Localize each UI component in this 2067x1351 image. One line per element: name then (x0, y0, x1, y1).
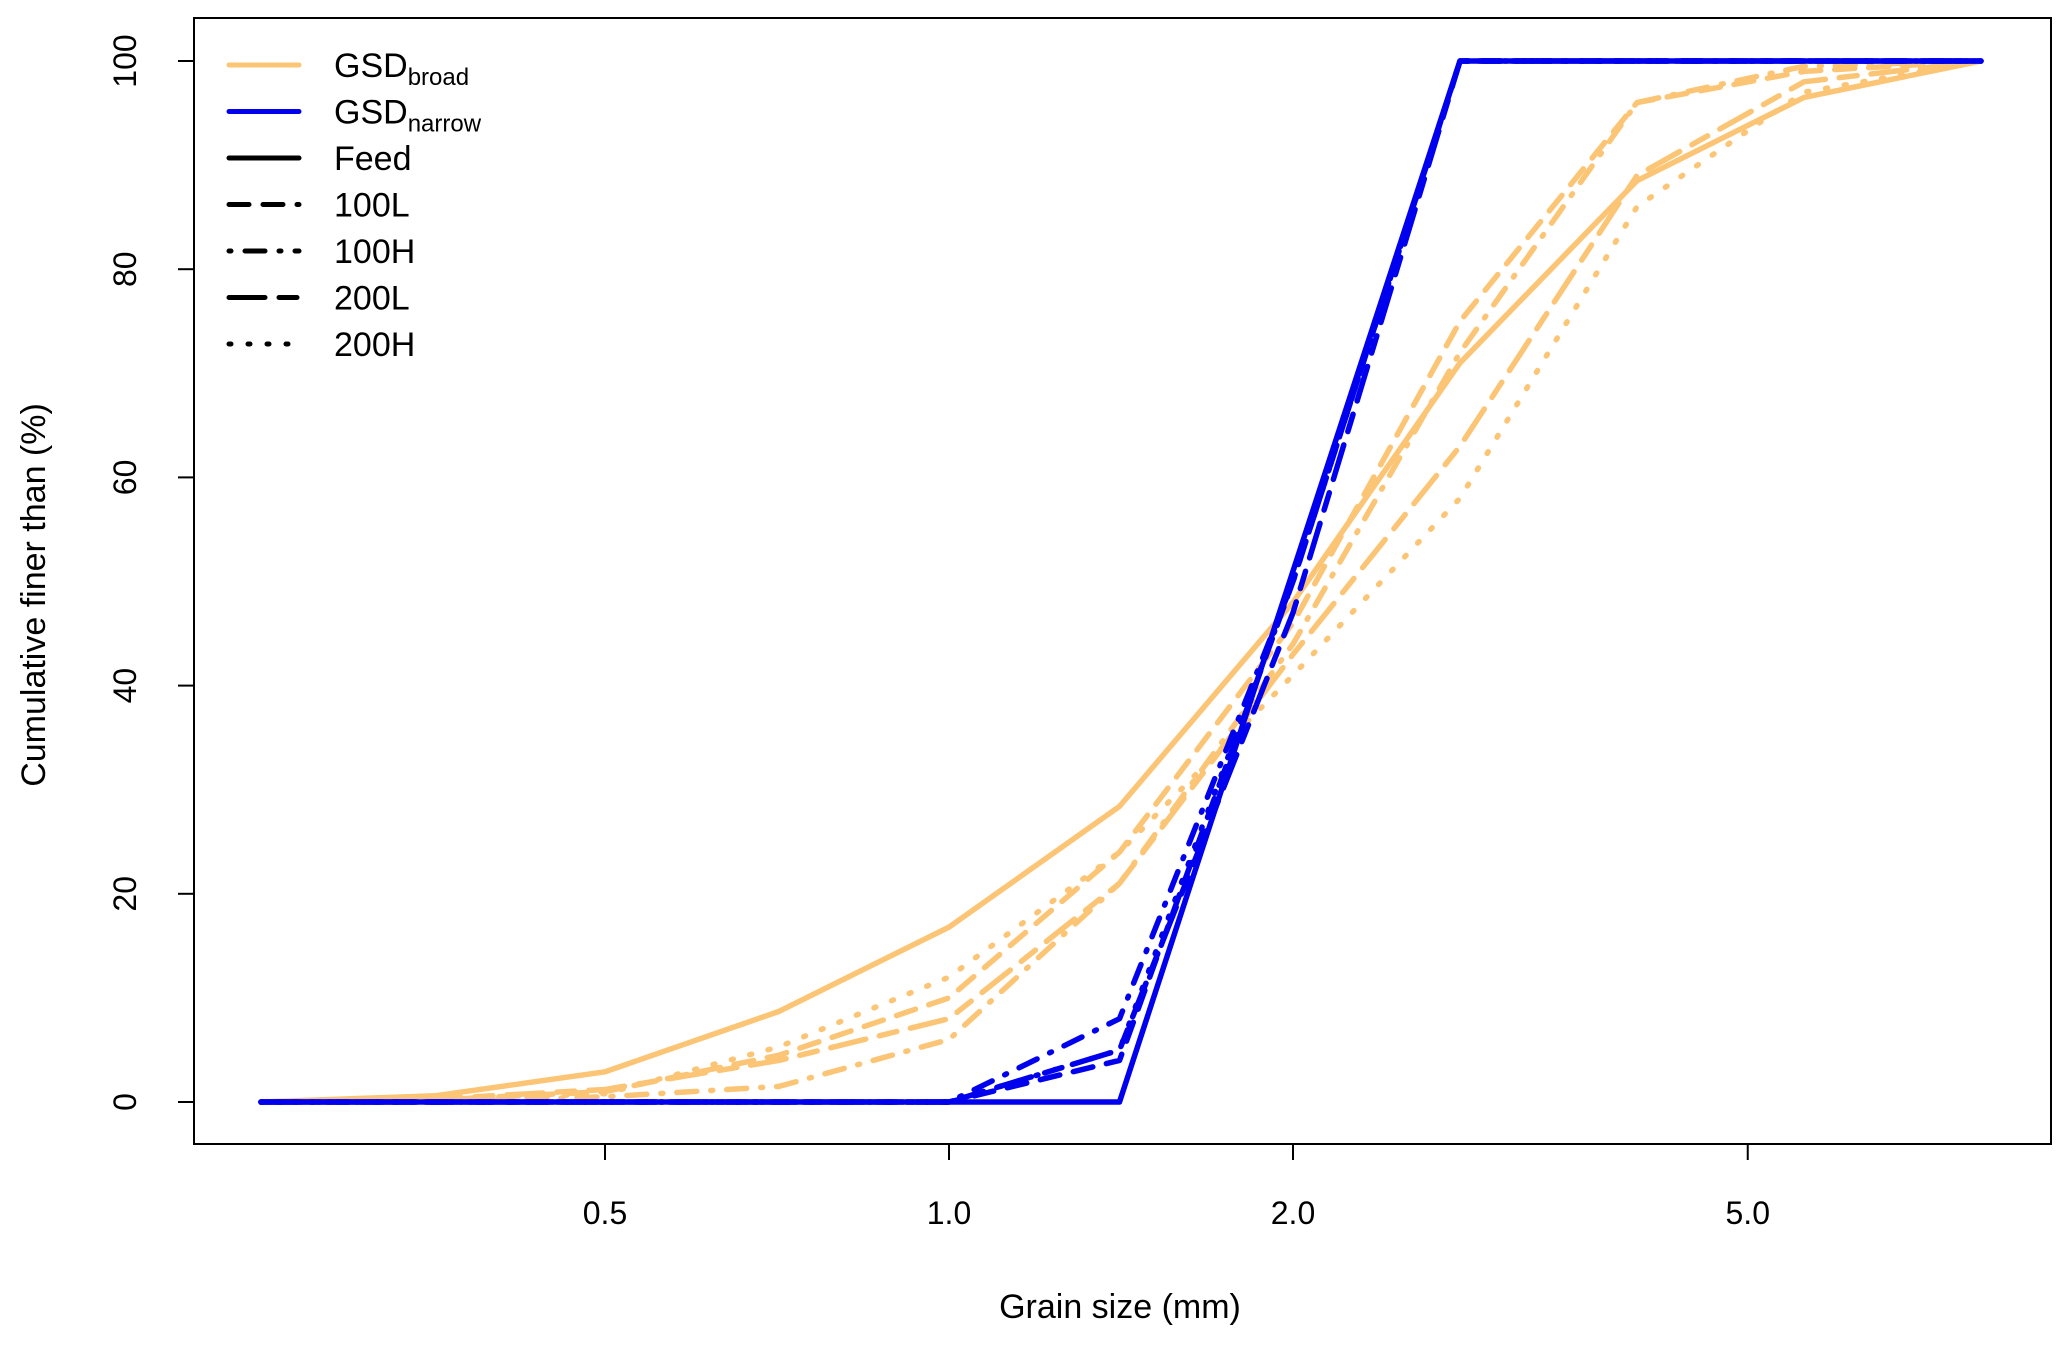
series-line-broad-longdash (258, 58, 1984, 1105)
y-axis: 0 20 40 60 80 100 (107, 34, 194, 1111)
series-line-broad-solid (258, 58, 1984, 1105)
series-line-narrow-dotdash (258, 58, 1984, 1105)
y-axis-label: Cumulative finer than (%) (15, 403, 53, 787)
y-tick-label: 100 (107, 34, 143, 87)
y-tick-label: 20 (107, 876, 143, 912)
y-tick-label: 60 (107, 460, 143, 496)
legend-label-200l: 200L (334, 280, 410, 318)
series-line-broad-dashed (258, 58, 1984, 1105)
legend-label-feed: Feed (334, 140, 412, 178)
y-tick-label: 80 (107, 251, 143, 287)
series-line-broad-dotted (258, 58, 1984, 1105)
x-tick-label: 2.0 (1271, 1195, 1315, 1231)
y-tick-label: 40 (107, 668, 143, 704)
series-line-broad-dotdash (258, 58, 1984, 1105)
plot-frame (193, 17, 2052, 1145)
x-tick-label: 1.0 (927, 1195, 971, 1231)
legend-label-narrow: GSDnarrow (334, 94, 482, 138)
y-tick-label: 0 (107, 1093, 143, 1111)
series-line-narrow-dotted (258, 58, 1984, 1105)
series-line-narrow-dashed (258, 58, 1984, 1105)
series-line-narrow-solid (258, 58, 1984, 1105)
x-axis-label: Grain size (mm) (999, 1288, 1241, 1326)
series-line-narrow-longdash (258, 58, 1984, 1105)
x-tick-label: 0.5 (583, 1195, 627, 1231)
legend-label-200h: 200H (334, 326, 415, 364)
x-tick-label: 5.0 (1726, 1195, 1770, 1231)
x-axis: 0.5 1.0 2.0 5.0 (583, 1144, 1770, 1231)
series-lines (258, 58, 1984, 1105)
legend-label-100h: 100H (334, 233, 415, 271)
legend-label-broad: GSDbroad (334, 47, 469, 91)
legend-label-100l: 100L (334, 187, 410, 225)
